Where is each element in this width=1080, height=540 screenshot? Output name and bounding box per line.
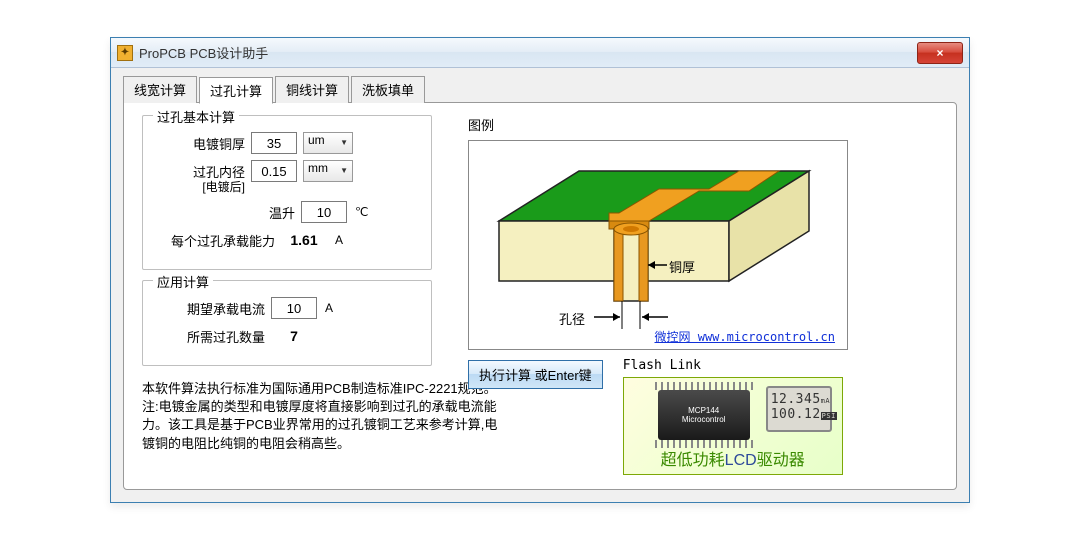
- app-fieldset: 应用计算 期望承载电流 A 所需过孔数量 7: [142, 280, 432, 366]
- via-count-output: 7: [271, 325, 317, 347]
- diagram-title: 图例: [468, 115, 938, 134]
- window-title: ProPCB PCB设计助手: [139, 43, 917, 62]
- chip-graphic: MCP144 Microcontrol: [658, 390, 750, 440]
- plating-thickness-input[interactable]: [251, 132, 297, 154]
- execute-button[interactable]: 执行计算 或Enter键: [468, 360, 603, 389]
- tab-wash[interactable]: 洗板填单: [351, 76, 425, 103]
- capacity-output: 1.61: [281, 229, 327, 251]
- lcd-graphic: 12.345mA 100.12PSI: [766, 386, 832, 432]
- tab-panel: 过孔基本计算 电镀铜厚 um 过孔内径 mm [电镀后]: [123, 102, 957, 490]
- temp-rise-label: 温升: [155, 203, 295, 222]
- client-area: 线宽计算 过孔计算 铜线计算 洗板填单 过孔基本计算 电镀铜厚 um: [111, 68, 969, 502]
- capacity-label: 每个过孔承载能力: [155, 231, 275, 250]
- tab-via[interactable]: 过孔计算: [199, 77, 273, 104]
- desired-current-input[interactable]: [271, 297, 317, 319]
- close-button[interactable]: ×: [917, 42, 963, 64]
- flash-link-title: Flash Link: [623, 358, 843, 373]
- plating-thickness-label: 电镀铜厚: [155, 134, 245, 153]
- via-count-label: 所需过孔数量: [155, 327, 265, 346]
- hole-dia-label: 孔径: [559, 309, 585, 328]
- microcontrol-link[interactable]: 微控网 www.microcontrol.cn: [655, 328, 836, 345]
- app-window: ✦ ProPCB PCB设计助手 × 线宽计算 过孔计算 铜线计算 洗板填单 过…: [110, 37, 970, 503]
- via-dia-input[interactable]: [251, 160, 297, 182]
- close-icon: ×: [936, 46, 943, 60]
- tab-linewidth[interactable]: 线宽计算: [123, 76, 197, 103]
- temp-rise-unit: ℃: [355, 205, 368, 219]
- tab-copper[interactable]: 铜线计算: [275, 76, 349, 103]
- basic-legend: 过孔基本计算: [153, 107, 239, 126]
- app-icon: ✦: [117, 45, 133, 61]
- capacity-unit: A: [335, 233, 343, 247]
- titlebar: ✦ ProPCB PCB设计助手 ×: [111, 38, 969, 68]
- flash-banner[interactable]: MCP144 Microcontrol 12.345mA 100.12PSI 超…: [623, 377, 843, 475]
- via-diagram: 孔径 铜厚 微控网 www.microcontrol.cn: [468, 140, 848, 350]
- flash-link-section: Flash Link MCP144 Microcontrol 12.345mA …: [623, 358, 843, 475]
- tab-strip: 线宽计算 过孔计算 铜线计算 洗板填单: [123, 76, 957, 103]
- copper-thickness-label: 铜厚: [669, 257, 695, 276]
- desired-current-unit: A: [325, 301, 333, 315]
- flash-caption: 超低功耗LCD驱动器: [624, 446, 842, 470]
- basic-fieldset: 过孔基本计算 电镀铜厚 um 过孔内径 mm [电镀后]: [142, 115, 432, 270]
- desired-current-label: 期望承载电流: [155, 299, 265, 318]
- standards-note: 本软件算法执行标准为国际通用PCB制造标准IPC-2221规范。 注:电镀金属的…: [142, 380, 502, 453]
- via-dia-unit-select[interactable]: mm: [303, 160, 353, 182]
- via-dia-sublabel: [电镀后]: [155, 178, 245, 195]
- temp-rise-input[interactable]: [301, 201, 347, 223]
- app-legend: 应用计算: [153, 272, 213, 291]
- plating-thickness-unit-select[interactable]: um: [303, 132, 353, 154]
